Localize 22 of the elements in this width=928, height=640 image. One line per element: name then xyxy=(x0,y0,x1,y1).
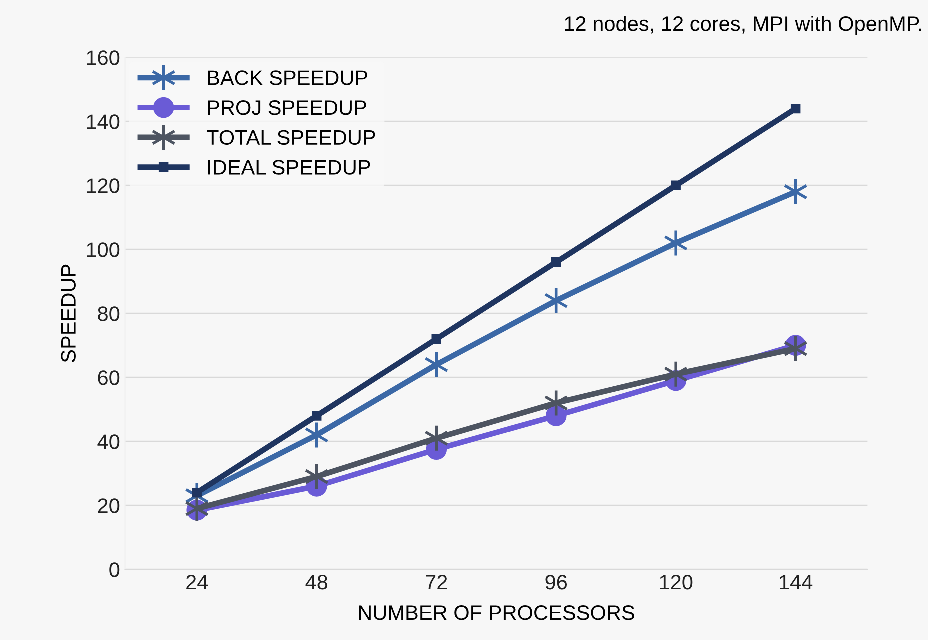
y-tick-label: 140 xyxy=(87,114,120,130)
y-tick-label: 20 xyxy=(98,498,120,514)
x-axis-title: NUMBER OF PROCESSORS xyxy=(359,606,634,620)
y-tick-label: 80 xyxy=(98,306,120,322)
legend-label: BACK SPEEDUP xyxy=(208,70,368,86)
x-tick-label: 96 xyxy=(546,575,568,590)
x-tick-label: 48 xyxy=(306,575,328,590)
x-tick-label: 24 xyxy=(186,575,208,590)
x-tick-label: 144 xyxy=(780,575,813,590)
text: 12 nodes, 12 cores, MPI with OpenMP. xyxy=(565,16,922,36)
x-tick-label: 120 xyxy=(660,575,693,590)
y-axis-title: SPEEDUP xyxy=(61,264,76,362)
y-tick-label: 100 xyxy=(87,242,120,258)
y-tick-label: 160 xyxy=(87,50,120,66)
y-tick-label: 0 xyxy=(110,562,120,578)
legend-label: TOTAL SPEEDUP xyxy=(207,130,376,146)
y-tick-label: 40 xyxy=(98,434,120,450)
x-tick-label: 72 xyxy=(426,575,448,590)
y-tick-label: 60 xyxy=(98,370,120,386)
legend-label: IDEAL SPEEDUP xyxy=(208,160,370,175)
legend-label: PROJ SPEEDUP xyxy=(208,100,366,116)
y-tick-label: 120 xyxy=(87,178,120,194)
